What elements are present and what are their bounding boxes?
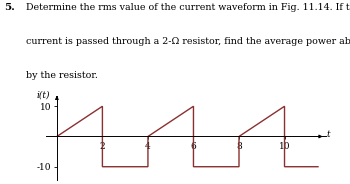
Text: Determine the rms value of the current waveform in Fig. 11.14. If the: Determine the rms value of the current w… — [26, 3, 350, 12]
Text: by the resistor.: by the resistor. — [26, 71, 98, 80]
Text: i(t): i(t) — [36, 90, 50, 99]
Text: current is passed through a 2-Ω resistor, find the average power absorbed: current is passed through a 2-Ω resistor… — [26, 37, 350, 46]
Text: t: t — [327, 130, 330, 139]
Text: 5.: 5. — [4, 3, 15, 12]
